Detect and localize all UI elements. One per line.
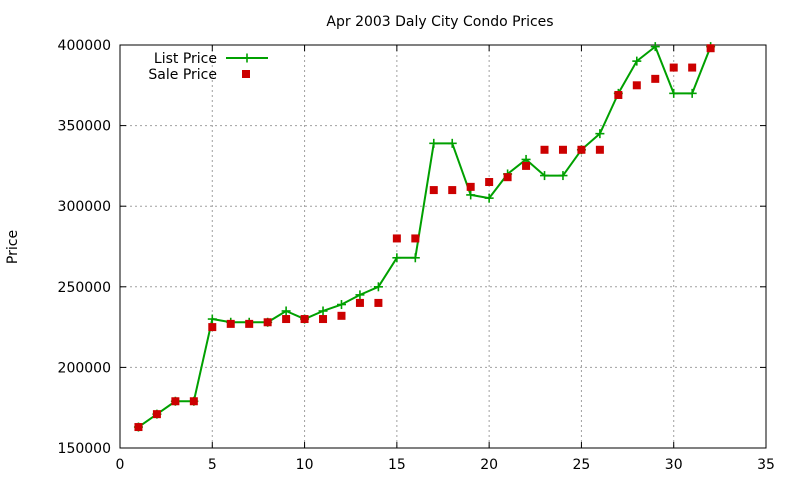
sale-price-point	[171, 397, 180, 406]
sale-price-point	[669, 63, 678, 72]
list-price-point	[410, 253, 420, 263]
sale-price-point	[300, 315, 309, 324]
sale-price-point	[245, 319, 254, 328]
sale-price-point	[189, 397, 198, 406]
sale-price-point	[226, 319, 235, 328]
sale-price-point	[651, 74, 660, 83]
list-price-point	[632, 56, 642, 66]
sale-price-point	[706, 44, 715, 53]
list-price-point	[281, 306, 291, 316]
sale-price-point	[448, 186, 457, 195]
x-tick-label: 5	[208, 457, 217, 473]
sale-price-point	[411, 234, 420, 243]
y-axis-label: Price	[5, 230, 21, 264]
series-layer	[133, 42, 716, 432]
list-price-point	[336, 300, 346, 310]
sale-price-point	[429, 186, 438, 195]
sale-price-point	[134, 423, 143, 432]
y-tick-label: 150000	[58, 441, 111, 457]
list-price-point	[373, 282, 383, 292]
sale-price-point	[485, 178, 494, 187]
list-price-point	[650, 42, 660, 52]
list-price-point	[484, 193, 494, 203]
sale-price-point	[282, 315, 291, 324]
y-tick-label: 250000	[58, 280, 111, 296]
chart-title: Apr 2003 Daly City Condo Prices	[326, 14, 553, 30]
sale-price-point	[595, 145, 604, 154]
list-price-point	[540, 171, 550, 181]
x-tick-label: 10	[296, 457, 314, 473]
list-price-point	[669, 88, 679, 98]
sale-price-point	[632, 81, 641, 90]
list-price-point	[687, 88, 697, 98]
sale-price-point	[466, 182, 475, 191]
sale-price-point	[337, 311, 346, 320]
list-price-point	[466, 190, 476, 200]
y-tick-label: 300000	[58, 199, 111, 215]
grid-lines	[120, 45, 766, 448]
legend-marker	[242, 53, 252, 63]
sale-price-point	[688, 63, 697, 72]
sale-price-point	[614, 90, 623, 99]
list-price-point	[429, 138, 439, 148]
sale-price-point	[152, 410, 161, 419]
sale-price-point	[208, 323, 217, 332]
axis-ticks: 0 5 10 15 20 25 30 35 150000 200000 250000 300000 35…	[58, 38, 775, 473]
list-price-point	[558, 171, 568, 181]
list-price-point	[447, 138, 457, 148]
list-price-point	[355, 290, 365, 300]
x-tick-label: 0	[116, 457, 125, 473]
sale-price-point	[558, 145, 567, 154]
sale-price-point	[577, 145, 586, 154]
list-price-point	[595, 129, 605, 139]
x-tick-label: 35	[757, 457, 775, 473]
list-price-line	[137, 45, 712, 428]
plot-frame	[119, 44, 767, 449]
sale-price-point	[319, 315, 328, 324]
y-tick-label: 400000	[58, 38, 111, 54]
list-price-point	[318, 306, 328, 316]
list-price-point	[392, 253, 402, 263]
x-tick-label: 20	[480, 457, 498, 473]
sale-price-point	[374, 298, 383, 307]
legend-marker	[242, 70, 250, 78]
list-price-point	[207, 314, 217, 324]
legend-label: Sale Price	[148, 67, 217, 83]
y-tick-label: 350000	[58, 119, 111, 135]
sale-price-point	[263, 318, 272, 327]
y-tick-label: 200000	[58, 360, 111, 376]
sale-price-point	[503, 173, 512, 182]
sale-price-point	[522, 161, 531, 170]
sale-price-point	[355, 298, 364, 307]
sale-price-point	[392, 234, 401, 243]
x-tick-label: 15	[388, 457, 406, 473]
legend-label: List Price	[154, 51, 217, 67]
x-tick-label: 30	[665, 457, 683, 473]
sale-price-point	[540, 145, 549, 154]
x-tick-label: 25	[573, 457, 591, 473]
